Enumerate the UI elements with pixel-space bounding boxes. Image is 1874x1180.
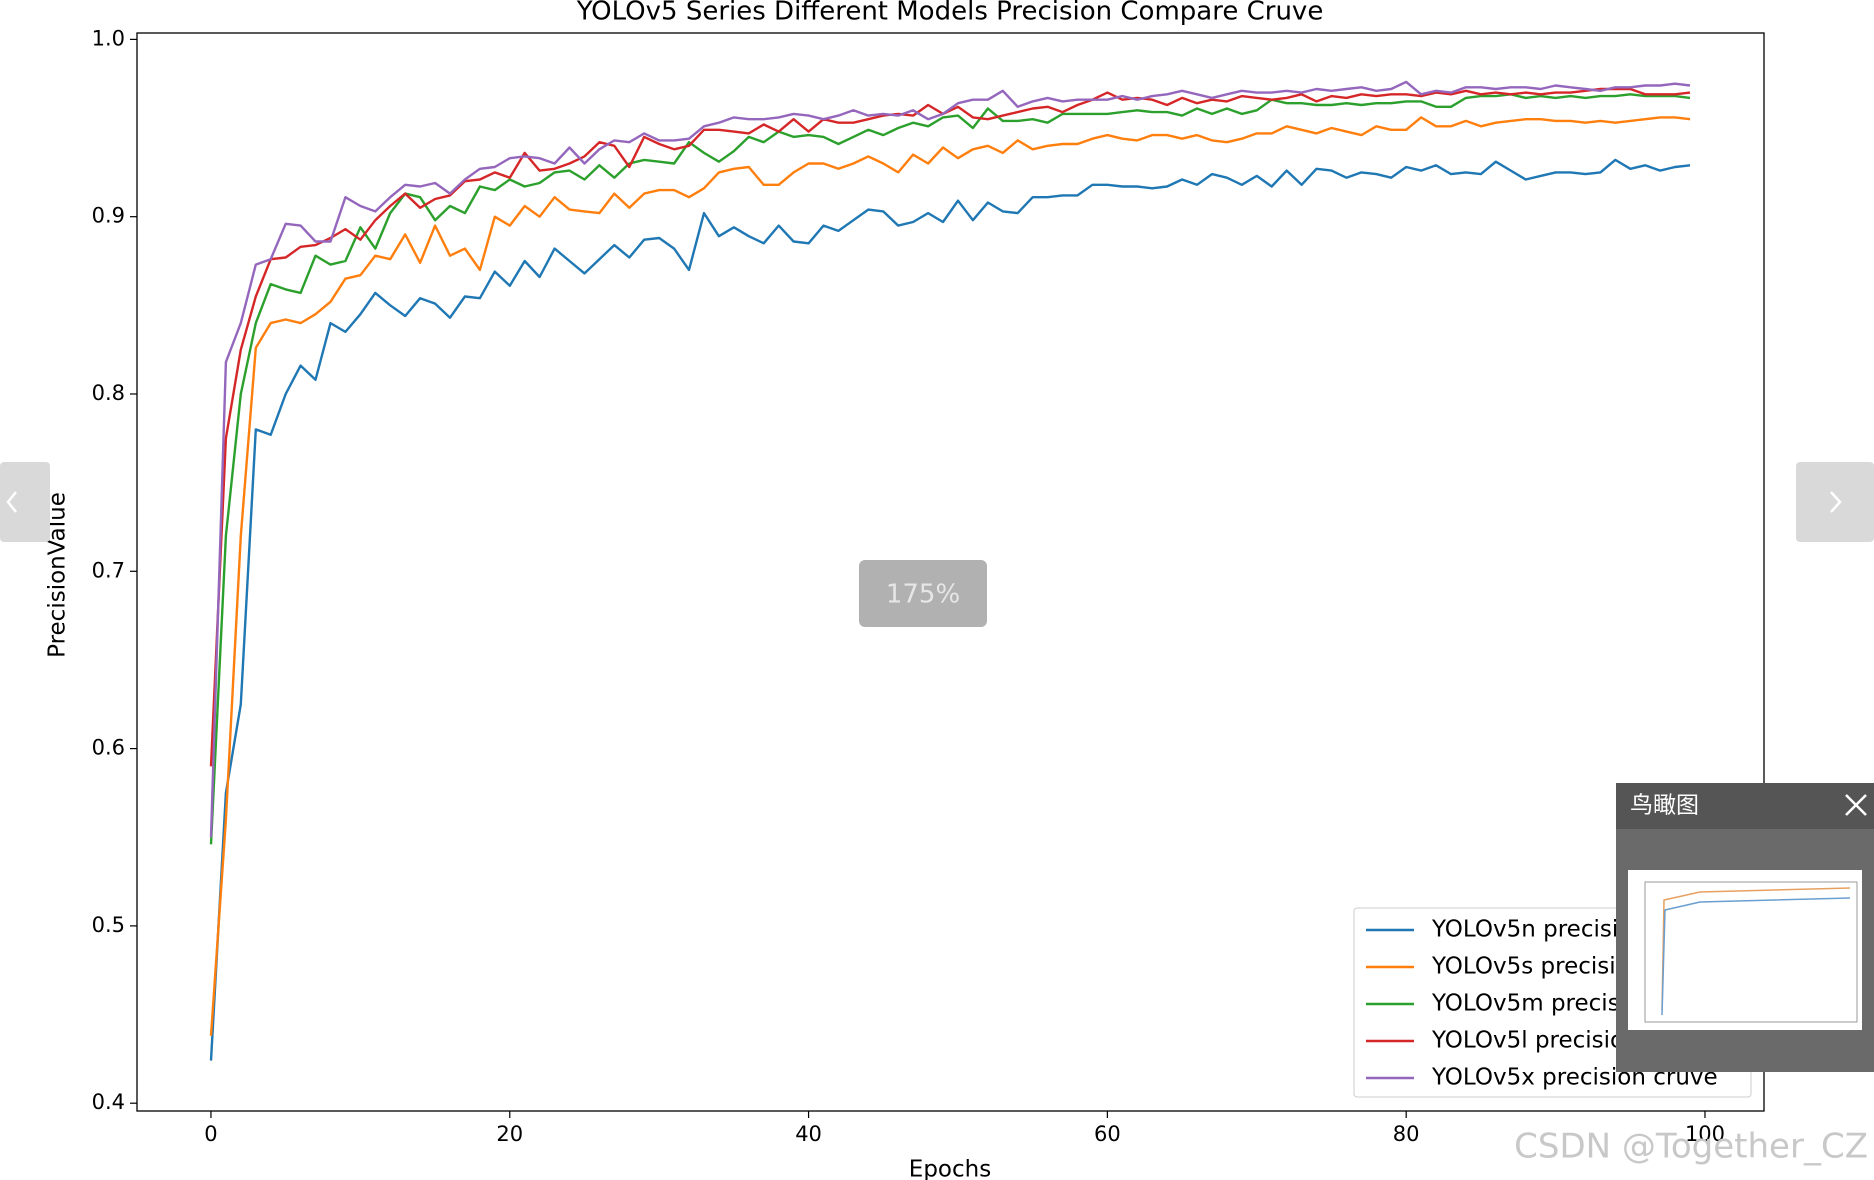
series-line: [209, 87, 1691, 767]
x-tick-label: 100: [1685, 1122, 1725, 1146]
x-tick-label: 80: [1393, 1122, 1420, 1146]
y-tick-label: 0.6: [92, 736, 125, 760]
x-axis-label: Epochs: [909, 1157, 991, 1180]
x-tick-label: 20: [496, 1122, 523, 1146]
overview-title: 鸟瞰图: [1630, 793, 1699, 819]
next-icon: [1830, 491, 1842, 513]
plot-area: 0.4 0.5 0.6 0.7 0.8 0.9 1.0 0 20 40 60 80 100: [92, 26, 1765, 1146]
zoom-badge: [859, 560, 987, 627]
watermark: CSDN @Together_CZ: [1514, 1127, 1868, 1167]
series-line: [209, 158, 1691, 1061]
y-tick-label: 0.8: [92, 381, 125, 405]
x-tick-label: 40: [795, 1122, 822, 1146]
series-line: [209, 93, 1691, 845]
plot-frame: [136, 32, 1765, 1112]
prev-button[interactable]: [0, 462, 50, 542]
thumbnail-frame: [1644, 881, 1858, 1023]
y-tick-label: 0.5: [92, 913, 125, 937]
overview-panel: 鸟瞰图: [1616, 783, 1874, 1072]
zoom-level: 175%: [886, 580, 960, 610]
prev-icon: [6, 491, 17, 513]
close-icon[interactable]: [1845, 794, 1867, 816]
overview-header: [1616, 783, 1874, 829]
y-tick-label: 0.4: [92, 1090, 125, 1114]
chart-title: YOLOv5 Series Different Models Precision…: [576, 0, 1324, 27]
series-line: [209, 80, 1691, 838]
next-button[interactable]: [1796, 462, 1874, 542]
series-line: [209, 116, 1691, 1036]
x-tick-label: 60: [1094, 1122, 1121, 1146]
y-tick-label: 0.7: [92, 558, 125, 582]
y-tick-label: 1.0: [92, 26, 125, 50]
y-tick-label: 0.9: [92, 204, 125, 228]
x-tick-label: 0: [204, 1122, 217, 1146]
thumbnail-line: [1661, 897, 1851, 1016]
overview-thumbnail[interactable]: [1628, 870, 1862, 1030]
